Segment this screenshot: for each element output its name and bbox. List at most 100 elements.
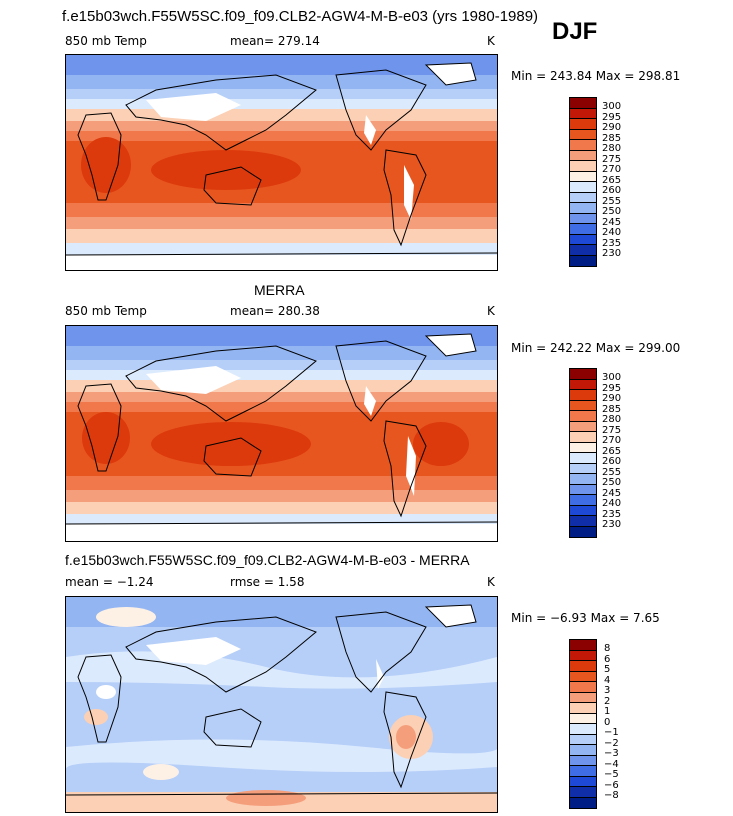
colorbar-swatch <box>570 234 596 245</box>
panel-mean-label: mean= 279.14 <box>230 34 320 48</box>
colorbar-tick: 270 <box>602 435 622 446</box>
colorbar-swatch <box>570 734 596 745</box>
colorbar-swatch <box>570 161 596 172</box>
colorbar-swatch <box>570 213 596 224</box>
colorbar-labels-merra: 300 295 290 285 280 275 270 265 260 255 … <box>602 368 642 536</box>
colorbar-tick: 300 <box>602 372 622 383</box>
colorbar-swatch <box>570 682 596 693</box>
colorbar-swatch <box>570 640 596 651</box>
colorbar-tick: 4 <box>604 674 611 686</box>
colorbar-tick: 290 <box>602 393 622 404</box>
colorbar-tick: −4 <box>604 758 619 770</box>
case-title: f.e15b03wch.F55W5SC.f09_f09.CLB2-AGW4-M-… <box>62 8 539 25</box>
panel-units-label: K <box>487 575 495 589</box>
colorbar-swatch <box>570 495 596 506</box>
colorbar-tick: 0 <box>604 716 611 728</box>
panel-mean-label: mean= 280.38 <box>230 304 320 318</box>
colorbar-tick: −2 <box>604 737 619 749</box>
colorbar-swatch <box>570 463 596 474</box>
colorbar-tick: 295 <box>602 382 622 394</box>
panel-left-label: 850 mb Temp <box>65 34 147 48</box>
colorbar-tick: −8 <box>604 790 619 801</box>
colorbar-swatch <box>570 724 596 735</box>
colorbar-swatch <box>570 203 596 214</box>
colorbar-tick: 3 <box>604 685 611 696</box>
panel-rmse-label: rmse = 1.58 <box>230 575 305 589</box>
colorbar-tick: 235 <box>602 508 622 520</box>
colorbar-swatch <box>570 369 596 380</box>
colorbar-tick: −1 <box>604 727 619 738</box>
temperature-diff-map <box>65 596 498 813</box>
colorbar-swatch <box>570 432 596 443</box>
colorbar-tick: 280 <box>602 414 622 425</box>
colorbar-swatch <box>570 650 596 661</box>
colorbar-swatch <box>570 182 596 193</box>
colorbar-swatch <box>570 692 596 703</box>
colorbar-tick: −5 <box>604 769 619 780</box>
colorbar-tick: 235 <box>602 237 622 249</box>
colorbar-tick: 230 <box>602 248 622 259</box>
panel-mean-label: mean = −1.24 <box>65 575 154 589</box>
panel-units-label: K <box>487 34 495 48</box>
colorbar-swatch <box>570 171 596 182</box>
colorbar-swatch <box>570 661 596 672</box>
colorbar-merra <box>569 368 597 538</box>
colorbar-tick: 245 <box>602 216 622 228</box>
colorbar-tick: 285 <box>602 403 622 415</box>
colorbar-swatch <box>570 671 596 682</box>
colorbar-swatch <box>570 108 596 119</box>
colorbar-tick: 250 <box>602 206 622 217</box>
colorbar-tick: 265 <box>602 445 622 457</box>
colorbar-swatch <box>570 797 596 808</box>
colorbar-swatch <box>570 745 596 756</box>
colorbar-swatch <box>570 713 596 724</box>
colorbar-swatch <box>570 755 596 766</box>
colorbar-labels-difference: 8 6 5 4 3 2 1 0 −1 −2 −3 −4 −5 −6 −8 <box>604 639 644 807</box>
colorbar-swatch <box>570 421 596 432</box>
colorbar-tick: 8 <box>604 643 611 654</box>
colorbar-swatch <box>570 379 596 390</box>
colorbar-tick: 2 <box>604 695 611 707</box>
colorbar-swatch <box>570 766 596 777</box>
colorbar-tick: 260 <box>602 185 622 196</box>
colorbar-tick: 240 <box>602 498 622 509</box>
colorbar-tick: −3 <box>604 748 619 759</box>
colorbar-swatch <box>570 150 596 161</box>
colorbar-swatch <box>570 516 596 527</box>
colorbar-swatch <box>570 484 596 495</box>
colorbar-tick: 275 <box>602 153 622 165</box>
colorbar-swatch <box>570 776 596 787</box>
panel-minmax: Min = 242.22 Max = 299.00 <box>511 341 681 355</box>
panel-title: f.e15b03wch.F55W5SC.f09_f09.CLB2-AGW4-M-… <box>65 552 470 568</box>
colorbar-tick: 250 <box>602 477 622 488</box>
colorbar-swatch <box>570 192 596 203</box>
colorbar-tick: −6 <box>604 779 619 791</box>
colorbar-tick: 290 <box>602 122 622 133</box>
colorbar-model <box>569 97 597 267</box>
colorbar-tick: 1 <box>604 706 611 717</box>
colorbar-tick: 255 <box>602 466 622 478</box>
colorbar-swatch <box>570 224 596 235</box>
temperature-map-model <box>65 54 498 271</box>
colorbar-tick: 285 <box>602 132 622 144</box>
colorbar-swatch <box>570 526 596 537</box>
temperature-map-merra <box>65 325 498 542</box>
colorbar-tick: 5 <box>604 664 611 675</box>
colorbar-tick: 245 <box>602 487 622 499</box>
colorbar-swatch <box>570 129 596 140</box>
panel-left-label: 850 mb Temp <box>65 304 147 318</box>
colorbar-swatch <box>570 703 596 714</box>
colorbar-swatch <box>570 140 596 151</box>
colorbar-swatch <box>570 442 596 453</box>
colorbar-tick: 255 <box>602 195 622 207</box>
colorbar-difference <box>569 639 597 809</box>
colorbar-tick: 270 <box>602 164 622 175</box>
colorbar-swatch <box>570 505 596 516</box>
colorbar-tick: 6 <box>604 653 611 665</box>
colorbar-swatch <box>570 255 596 266</box>
panel-units-label: K <box>487 304 495 318</box>
season-label: DJF <box>552 18 598 45</box>
colorbar-swatch <box>570 474 596 485</box>
colorbar-tick: 260 <box>602 456 622 467</box>
colorbar-swatch <box>570 245 596 256</box>
